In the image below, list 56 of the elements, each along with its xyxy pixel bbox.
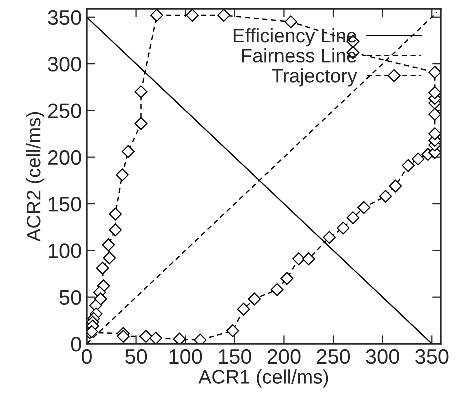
point: [150, 9, 164, 22]
point: [389, 180, 402, 193]
x-tick-label: 100: [170, 349, 202, 364]
point: [302, 252, 316, 266]
point: [428, 128, 441, 140]
x-tick-label: 0: [82, 349, 92, 364]
x-tick-label: 50: [126, 349, 148, 364]
y-axis-title: ACR2 (cell/ms): [26, 112, 45, 242]
point: [323, 231, 336, 244]
point: [109, 224, 122, 237]
point: [237, 303, 250, 316]
y-tick-label: 150: [48, 197, 82, 212]
point: [402, 159, 415, 172]
point: [96, 262, 110, 275]
point: [134, 86, 148, 98]
point: [116, 168, 129, 182]
point: [358, 201, 371, 214]
point: [173, 332, 186, 344]
x-tick-label: 350: [416, 349, 449, 364]
legend-label: Trajectory: [272, 68, 358, 87]
point: [248, 292, 262, 306]
point: [284, 16, 298, 29]
point: [94, 292, 108, 306]
y-tick-label: 0: [71, 337, 82, 352]
point: [122, 145, 135, 158]
point: [428, 86, 441, 100]
y-tick-label: 300: [48, 57, 82, 72]
point: [140, 330, 153, 343]
point: [336, 222, 350, 235]
point: [379, 190, 392, 204]
x-tick-label: 150: [219, 349, 252, 364]
point: [102, 238, 116, 252]
point: [186, 9, 199, 22]
point: [428, 108, 441, 121]
y-tick-label: 250: [48, 104, 82, 118]
point: [292, 252, 306, 266]
y-tick-label: 50: [60, 290, 82, 306]
point: [109, 208, 122, 221]
y-tick-label: 100: [48, 244, 82, 258]
x-tick-label: 200: [268, 349, 301, 364]
x-tick-label: 300: [366, 349, 400, 364]
x-tick-label: 250: [317, 349, 350, 364]
point: [428, 66, 441, 79]
x-axis-title: ACR1 (cell/ms): [198, 370, 328, 388]
point: [134, 117, 148, 130]
y-tick-label: 200: [48, 150, 82, 166]
y-tick-label: 350: [48, 10, 82, 26]
point: [280, 272, 294, 286]
point: [218, 9, 231, 22]
point: [346, 212, 360, 224]
point: [150, 332, 162, 344]
point: [117, 330, 130, 343]
point: [412, 152, 425, 166]
point: [103, 252, 116, 265]
point: [270, 283, 284, 296]
point: [226, 324, 240, 338]
